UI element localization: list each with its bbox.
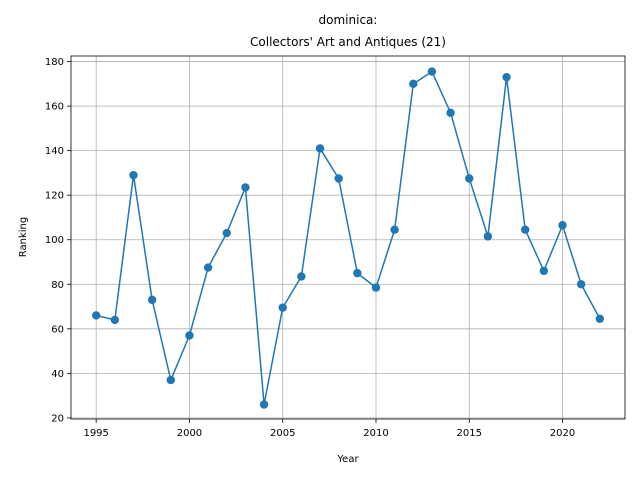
data-point <box>203 263 213 272</box>
data-point <box>259 400 269 409</box>
series-line <box>96 70 601 406</box>
data-point <box>390 225 399 234</box>
data-point <box>297 272 306 281</box>
y-tick-label: 140 <box>45 146 64 157</box>
y-tick-label: 20 <box>51 413 64 424</box>
data-point <box>185 331 194 340</box>
chart-title-line2: Collectors' Art and Antiques (21) <box>250 35 446 49</box>
y-tick-label: 180 <box>45 57 64 68</box>
x-tick-label: 2000 <box>177 428 202 439</box>
data-point <box>241 183 250 192</box>
axis-ticks: 1995 2000 2005 2010 2015 20202040608010012014… <box>45 57 575 439</box>
data-point <box>502 72 511 82</box>
data-point <box>278 303 287 312</box>
data-point <box>558 221 567 230</box>
data-point <box>147 295 157 305</box>
y-tick-label: 60 <box>51 324 64 335</box>
plot-frame <box>70 55 626 420</box>
x-tick-label: 2015 <box>457 428 482 439</box>
data-point <box>91 311 101 320</box>
data-point <box>166 375 175 385</box>
chart-title-line1: dominica: <box>319 13 378 27</box>
data-point <box>371 283 381 292</box>
x-tick-label: 2010 <box>363 428 388 439</box>
data-point <box>539 266 549 276</box>
data-point <box>315 144 325 153</box>
data-point <box>576 280 586 289</box>
data-point <box>110 315 120 325</box>
x-tick-label: 1995 <box>83 428 108 439</box>
grid-lines <box>71 56 625 419</box>
data-point <box>129 170 138 180</box>
x-tick-label: 2020 <box>550 428 575 439</box>
data-point <box>353 268 362 278</box>
y-tick-label: 120 <box>45 191 64 202</box>
series-layer <box>91 67 605 409</box>
y-axis-label: Ranking <box>18 217 29 257</box>
data-point <box>446 108 455 117</box>
x-tick-label: 2005 <box>270 428 295 439</box>
y-tick-label: 40 <box>51 369 64 380</box>
data-point <box>483 232 493 241</box>
data-point <box>409 79 418 89</box>
data-point <box>465 174 474 183</box>
x-axis-label: Year <box>336 454 359 465</box>
y-tick-label: 100 <box>45 235 64 246</box>
data-point <box>521 225 530 234</box>
y-tick-label: 160 <box>45 102 64 113</box>
data-point <box>427 67 437 76</box>
y-tick-label: 80 <box>51 280 64 291</box>
data-point <box>334 174 343 183</box>
data-point <box>222 228 231 238</box>
data-point <box>595 314 605 323</box>
